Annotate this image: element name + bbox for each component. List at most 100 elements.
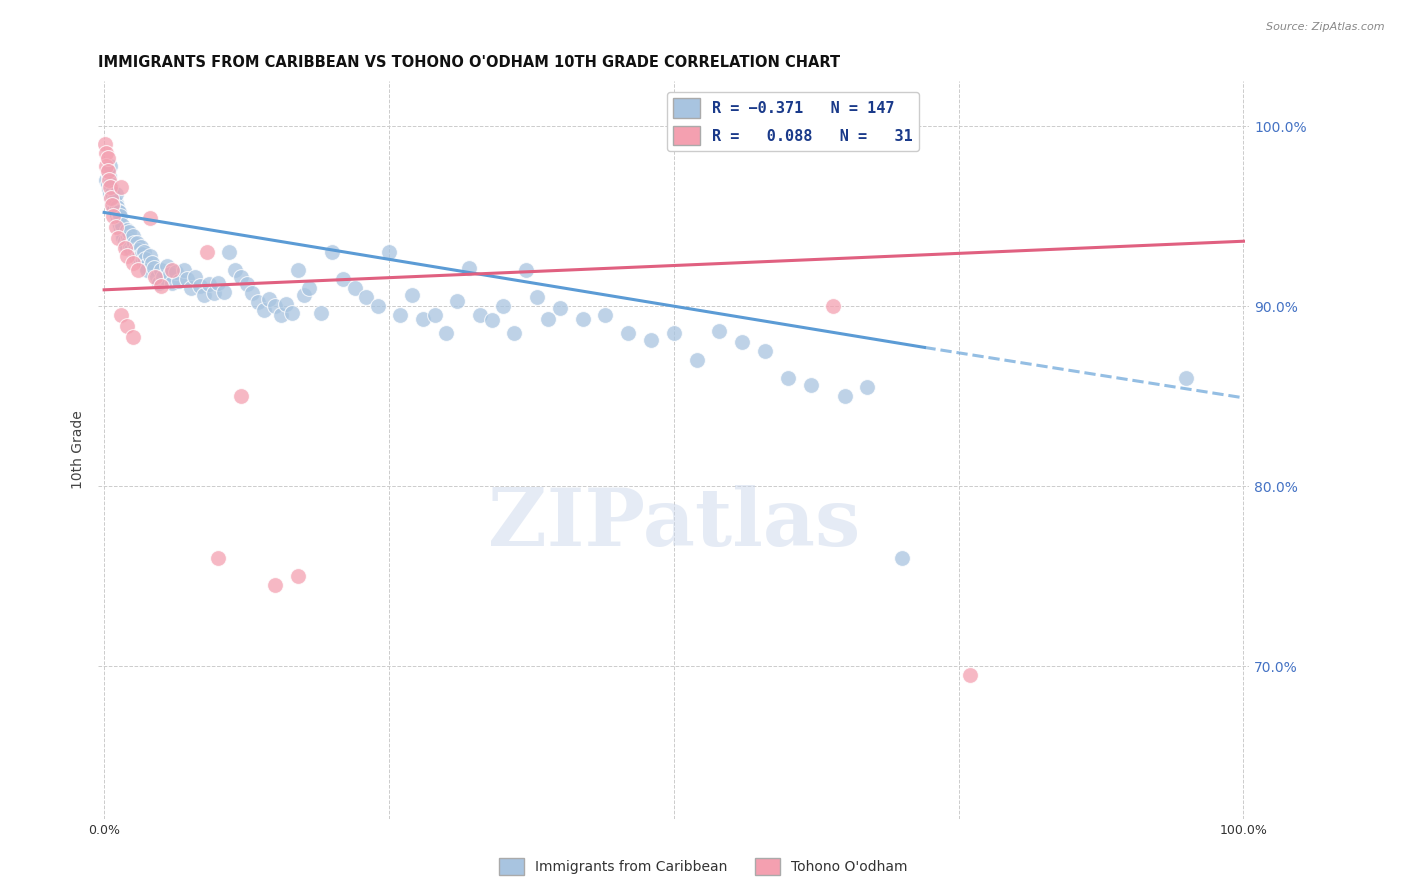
Point <box>96 177 118 191</box>
Point <box>145 270 167 285</box>
Point <box>446 293 468 308</box>
Point <box>101 194 124 209</box>
Point <box>104 219 127 234</box>
Point <box>103 202 125 216</box>
Point <box>515 263 537 277</box>
Point <box>207 276 229 290</box>
Point <box>218 245 240 260</box>
Point <box>229 389 252 403</box>
Point <box>423 308 446 322</box>
Point <box>224 263 246 277</box>
Point <box>270 308 292 322</box>
Point <box>389 308 412 322</box>
Point <box>162 276 184 290</box>
Point <box>685 353 707 368</box>
Point <box>107 212 129 227</box>
Point <box>107 230 129 244</box>
Point <box>97 182 120 196</box>
Point <box>287 263 309 277</box>
Point <box>259 292 281 306</box>
Point <box>121 256 143 270</box>
Point <box>195 245 218 260</box>
Point <box>298 281 321 295</box>
Legend: Immigrants from Caribbean, Tohono O'odham: Immigrants from Caribbean, Tohono O'odha… <box>494 853 912 880</box>
Point <box>526 290 548 304</box>
Point <box>276 297 298 311</box>
Point <box>834 389 856 403</box>
Point <box>264 578 287 592</box>
Point <box>481 313 503 327</box>
Y-axis label: 10th Grade: 10th Grade <box>72 410 86 490</box>
Point <box>162 263 184 277</box>
Point <box>111 218 134 232</box>
Point <box>287 569 309 583</box>
Point <box>169 274 191 288</box>
Point <box>150 279 173 293</box>
Point <box>253 302 276 317</box>
Point <box>856 380 879 394</box>
Point <box>108 209 131 223</box>
Point <box>117 230 139 244</box>
Point <box>121 228 143 243</box>
Point <box>96 164 118 178</box>
Point <box>121 329 143 343</box>
Text: Source: ZipAtlas.com: Source: ZipAtlas.com <box>1267 22 1385 32</box>
Point <box>412 311 434 326</box>
Point <box>776 371 799 385</box>
Point <box>148 276 170 290</box>
Point <box>115 249 138 263</box>
Point <box>103 189 125 203</box>
Point <box>108 219 131 234</box>
Point <box>120 239 142 253</box>
Point <box>110 180 132 194</box>
Point <box>101 198 124 212</box>
Point <box>309 306 332 320</box>
Point <box>115 318 138 333</box>
Point <box>145 270 167 285</box>
Point <box>264 299 287 313</box>
Point <box>193 288 215 302</box>
Point <box>617 326 640 340</box>
Point <box>112 230 135 244</box>
Point <box>114 237 136 252</box>
Point <box>159 267 181 281</box>
Point <box>105 209 128 223</box>
Point <box>114 242 136 256</box>
Point <box>110 223 132 237</box>
Point <box>115 223 138 237</box>
Text: ZIPatlas: ZIPatlas <box>488 485 860 563</box>
Point <box>104 205 127 219</box>
Point <box>96 152 118 166</box>
Point <box>132 245 155 260</box>
Point <box>110 308 132 322</box>
Point <box>457 261 479 276</box>
Point <box>103 193 125 207</box>
Point <box>378 245 401 260</box>
Point <box>401 288 423 302</box>
Point <box>212 285 235 299</box>
Point <box>101 186 124 200</box>
Point <box>367 299 389 313</box>
Legend: R = −0.371   N = 147, R =   0.088   N =   31: R = −0.371 N = 147, R = 0.088 N = 31 <box>666 93 920 152</box>
Point <box>150 263 173 277</box>
Point <box>156 260 179 274</box>
Point <box>890 551 912 566</box>
Point <box>640 333 662 347</box>
Point <box>118 234 141 248</box>
Point <box>354 290 377 304</box>
Point <box>503 326 526 340</box>
Point <box>127 235 149 250</box>
Point <box>198 277 221 292</box>
Point <box>799 378 821 392</box>
Point <box>96 159 118 173</box>
Point <box>129 239 152 253</box>
Point <box>127 244 149 258</box>
Point <box>468 308 491 322</box>
Point <box>207 551 229 566</box>
Point <box>97 169 120 184</box>
Point <box>180 281 202 295</box>
Point <box>121 244 143 258</box>
Point <box>135 260 157 274</box>
Point <box>595 308 617 322</box>
Point <box>100 191 122 205</box>
